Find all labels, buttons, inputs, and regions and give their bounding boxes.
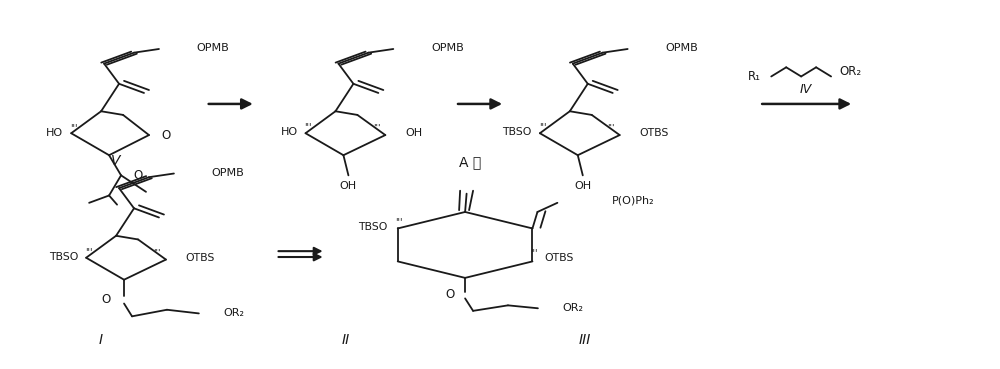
- Text: TBSO: TBSO: [358, 222, 388, 232]
- Text: ''': ''': [305, 123, 312, 132]
- Text: OR₂: OR₂: [839, 65, 861, 78]
- Text: O: O: [161, 128, 170, 142]
- Text: HO: HO: [46, 128, 63, 138]
- Text: ''': ''': [395, 217, 402, 227]
- Text: OPMB: OPMB: [197, 43, 230, 53]
- Text: P(O)Ph₂: P(O)Ph₂: [612, 196, 655, 206]
- Text: ''': ''': [530, 248, 537, 258]
- Text: OR₂: OR₂: [563, 303, 584, 313]
- Text: HO: HO: [280, 128, 298, 138]
- Text: II: II: [341, 333, 350, 347]
- Text: IV: IV: [800, 83, 812, 96]
- Text: OR₂: OR₂: [224, 308, 245, 318]
- Text: ''': ''': [85, 247, 93, 257]
- Text: ''': ''': [539, 123, 546, 132]
- Text: ''': ''': [607, 124, 615, 133]
- Text: OPMB: OPMB: [212, 168, 245, 178]
- Text: OH: OH: [574, 180, 591, 191]
- Text: ''': ''': [70, 123, 78, 133]
- Text: OPMB: OPMB: [666, 43, 698, 53]
- Text: ''': ''': [373, 124, 380, 133]
- Text: OTBS: OTBS: [640, 128, 669, 138]
- Text: ''': ''': [153, 249, 161, 258]
- Text: R₁: R₁: [748, 70, 761, 83]
- Text: O: O: [446, 287, 455, 300]
- Text: OTBS: OTBS: [186, 253, 215, 263]
- Text: V: V: [111, 154, 121, 168]
- Text: O: O: [133, 169, 142, 182]
- Text: III: III: [579, 333, 591, 347]
- Text: I: I: [99, 333, 103, 347]
- Text: TBSO: TBSO: [49, 252, 78, 262]
- Text: O: O: [101, 293, 111, 306]
- Text: OTBS: OTBS: [544, 254, 574, 263]
- Text: A 环: A 环: [459, 155, 481, 169]
- Text: OH: OH: [340, 180, 357, 191]
- Text: OH: OH: [405, 128, 422, 138]
- Text: OPMB: OPMB: [431, 43, 464, 53]
- Text: TBSO: TBSO: [503, 128, 532, 138]
